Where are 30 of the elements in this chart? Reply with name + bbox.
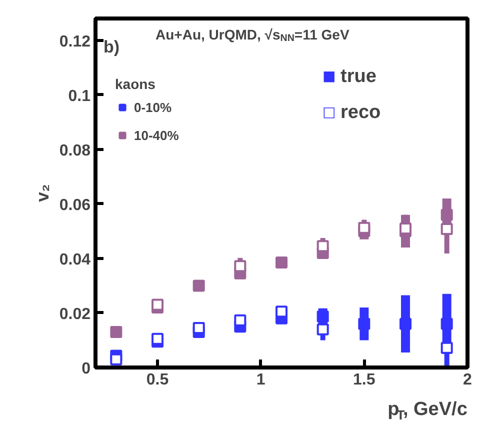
y-tick-label: 0.02 [59,306,91,323]
point [234,260,246,272]
y-tick-label: 0 [82,360,91,378]
x-tick-label: 2 [463,372,472,388]
y-tick-label: 0.12 [59,33,91,50]
y-axis-title: v₂ [32,184,52,202]
point [192,322,205,334]
annotation: b) [104,38,120,56]
y-tick-label: 0.06 [59,196,91,214]
point [234,314,246,326]
x-tick-label: 1 [256,372,266,388]
point [400,318,412,330]
annotation: true [340,66,376,87]
annotation: □ [322,104,336,120]
x-tick-label: 1.5 [353,372,376,388]
y-tick-label: 0.08 [59,142,91,160]
annotation: ■ [322,68,336,84]
y-tick-label: 0.04 [59,251,91,268]
legend-title: kaons [115,76,156,92]
point [316,323,329,336]
legend-label: 0-10% [134,100,172,114]
point [316,240,329,252]
point [440,222,453,235]
point [358,318,370,330]
x-tick-label: 0.5 [146,372,169,388]
point [440,342,453,354]
annotation: reco [340,102,381,123]
legend-label: 10-40% [134,128,179,142]
y-tick-label: 0.1 [68,88,91,105]
point [110,353,122,366]
